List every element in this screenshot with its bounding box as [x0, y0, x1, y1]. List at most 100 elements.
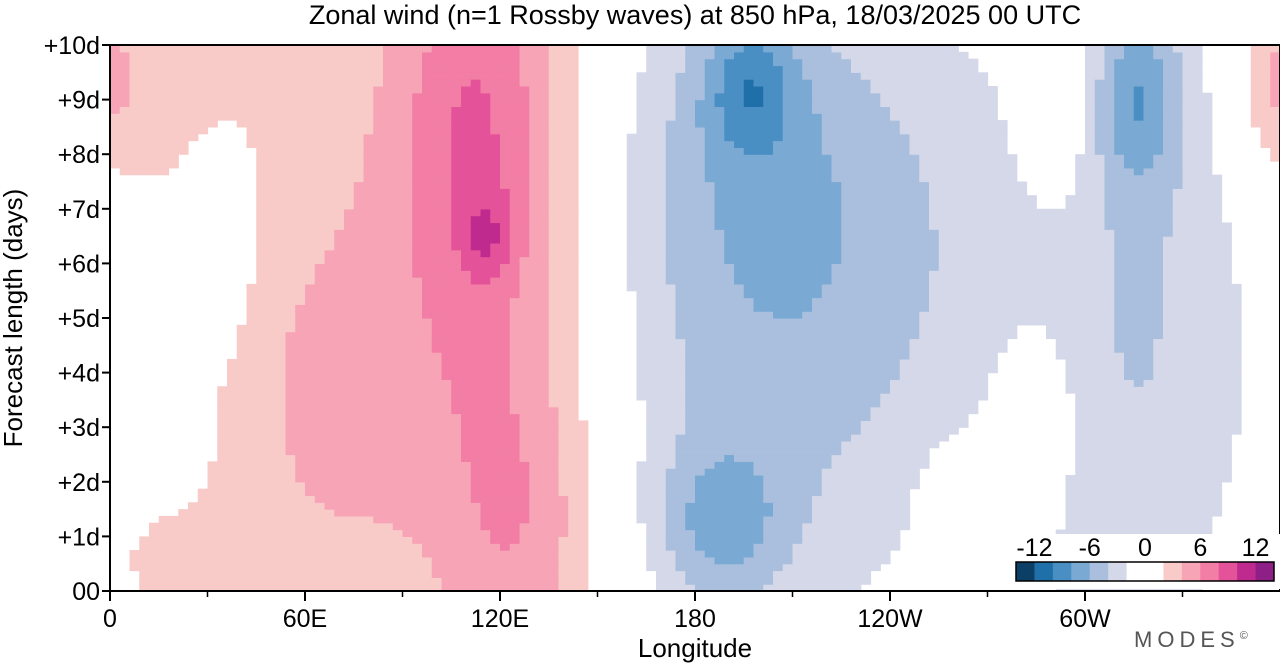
heatmap-cell: [227, 529, 238, 537]
heatmap-cell: [773, 550, 784, 558]
heatmap-cell: [773, 413, 784, 421]
heatmap-cell: [509, 358, 521, 367]
heatmap-cell: [763, 249, 774, 258]
heatmap-cell: [314, 338, 326, 346]
heatmap-cell: [529, 174, 540, 183]
heatmap-cell: [392, 256, 404, 264]
heatmap-cell: [529, 290, 540, 299]
heatmap-cell: [724, 570, 735, 578]
heatmap-cell: [188, 529, 199, 537]
heatmap-cell: [461, 161, 472, 169]
heatmap-cell: [792, 577, 803, 585]
heatmap-cell: [295, 331, 306, 340]
heatmap-cell: [743, 290, 755, 299]
heatmap-cell: [383, 427, 394, 435]
heatmap-cell: [821, 481, 833, 490]
heatmap-cell: [490, 515, 501, 524]
heatmap-cell: [139, 85, 150, 94]
heatmap-cell: [685, 522, 696, 531]
heatmap-cell: [626, 161, 638, 169]
heatmap-cell: [548, 563, 560, 572]
heatmap-cell: [168, 161, 179, 169]
heatmap-cell: [295, 570, 306, 578]
heatmap-cell: [353, 543, 365, 551]
heatmap-cell: [734, 92, 745, 101]
heatmap-cell: [441, 509, 452, 517]
heatmap-cell: [636, 106, 647, 114]
heatmap-cell: [119, 45, 131, 53]
heatmap-cell: [636, 495, 647, 503]
heatmap-cell: [812, 345, 823, 353]
heatmap-cell: [470, 338, 482, 346]
heatmap-cell: [412, 365, 423, 374]
heatmap-cell: [675, 208, 686, 217]
heatmap-cell: [236, 324, 248, 333]
heatmap-cell: [334, 147, 345, 155]
heatmap-cell: [529, 222, 540, 230]
heatmap-cell: [431, 577, 443, 585]
heatmap-cell: [509, 461, 521, 469]
heatmap-cell: [470, 420, 482, 428]
heatmap-cell: [236, 45, 248, 53]
heatmap-cell: [363, 474, 374, 483]
heatmap-cell: [821, 509, 833, 517]
heatmap-cell: [714, 345, 725, 353]
heatmap-cell: [782, 365, 794, 374]
heatmap-cell: [324, 167, 335, 176]
heatmap-cell: [704, 51, 716, 60]
heatmap-cell: [802, 577, 813, 585]
heatmap-cell: [461, 338, 472, 346]
heatmap-cell: [314, 386, 326, 394]
heatmap-cell: [461, 399, 472, 408]
heatmap-cell: [412, 263, 423, 271]
heatmap-cell: [509, 324, 521, 333]
heatmap-cell: [665, 399, 677, 408]
heatmap-cell: [246, 488, 257, 497]
heatmap-cell: [792, 201, 803, 210]
heatmap-cell: [110, 161, 121, 169]
heatmap-cell: [656, 331, 667, 340]
heatmap-cell: [704, 167, 716, 176]
heatmap-cell: [626, 188, 638, 196]
heatmap-cell: [295, 543, 306, 551]
heatmap-cell: [792, 324, 803, 333]
heatmap-cell: [743, 413, 755, 421]
heatmap-cell: [548, 297, 560, 305]
heatmap-cell: [529, 45, 540, 53]
heatmap-cell: [431, 427, 443, 435]
heatmap-cell: [461, 290, 472, 299]
heatmap-cell: [412, 413, 423, 421]
heatmap-cell: [246, 522, 257, 531]
heatmap-cell: [675, 447, 686, 456]
heatmap-cell: [763, 133, 774, 142]
heatmap-cell: [324, 447, 335, 456]
heatmap-cell: [344, 72, 355, 80]
heatmap-cell: [422, 427, 433, 435]
heatmap-cell: [392, 495, 404, 503]
heatmap-cell: [792, 147, 803, 155]
heatmap-cell: [519, 51, 530, 60]
heatmap-cell: [782, 406, 794, 415]
heatmap-cell: [295, 393, 306, 401]
heatmap-cell: [753, 106, 764, 114]
heatmap-cell: [821, 92, 833, 101]
heatmap-cell: [470, 502, 482, 510]
heatmap-cell: [285, 181, 296, 189]
heatmap-cell: [578, 543, 589, 551]
heatmap-cell: [821, 386, 833, 394]
heatmap-cell: [392, 386, 404, 394]
heatmap-cell: [363, 147, 374, 155]
heatmap-cell: [451, 249, 462, 258]
heatmap-cell: [490, 215, 501, 224]
heatmap-cell: [665, 352, 677, 360]
heatmap-cell: [305, 379, 316, 387]
heatmap-cell: [344, 140, 355, 148]
heatmap-cell: [266, 543, 277, 551]
heatmap-cell: [305, 140, 316, 148]
heatmap-cell: [490, 481, 501, 490]
heatmap-cell: [548, 509, 560, 517]
heatmap-cell: [695, 345, 706, 353]
heatmap-cell: [344, 536, 355, 544]
heatmap-cell: [743, 79, 755, 87]
heatmap-cell: [236, 85, 248, 94]
